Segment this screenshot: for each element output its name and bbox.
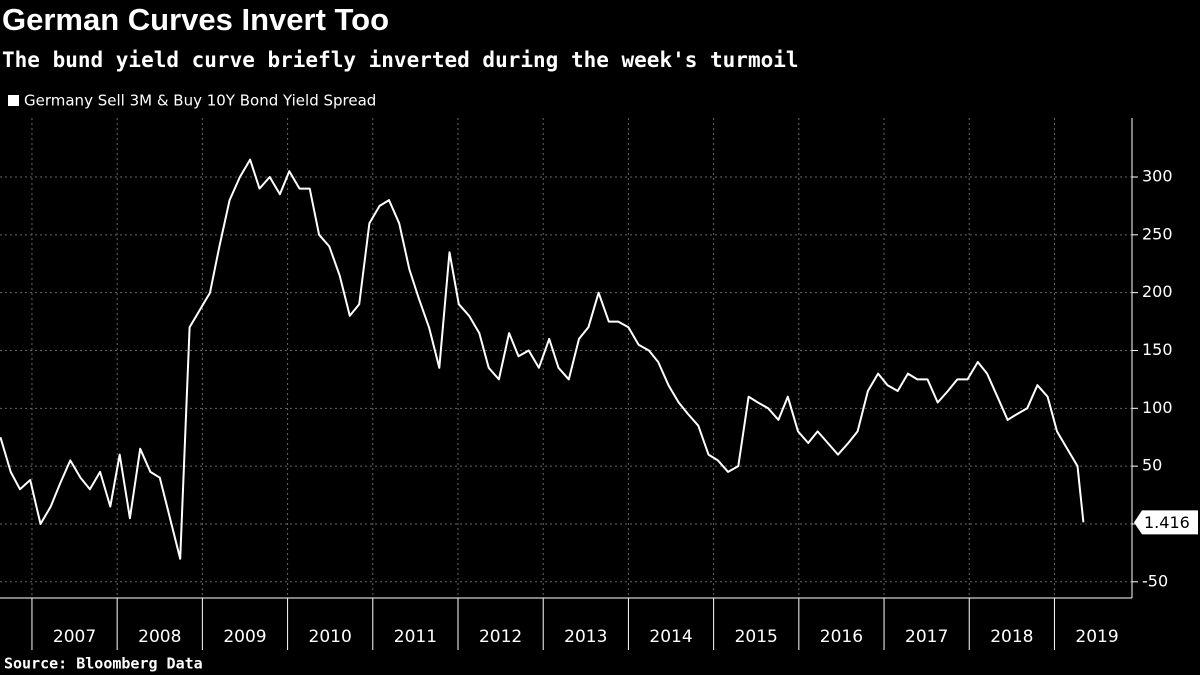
y-tick-label: -50 [1142, 571, 1168, 590]
x-tick-label: 2019 [1075, 627, 1118, 647]
x-tick-label: 2009 [223, 627, 266, 647]
y-tick-label: 150 [1142, 340, 1173, 359]
line-series [0, 158, 1085, 560]
source: Source: Bloomberg Data [4, 655, 203, 673]
x-tick-label: 2013 [564, 627, 607, 647]
x-tick-label: 2018 [990, 627, 1033, 647]
y-tick-label: 50 [1142, 456, 1162, 475]
x-tick-label: 2017 [905, 627, 948, 647]
x-tick-label: 2016 [820, 627, 863, 647]
last-value-box [1134, 510, 1198, 535]
x-tick-label: 2007 [53, 627, 96, 647]
y-tick-label: 250 [1142, 224, 1173, 243]
x-tick-label: 2014 [649, 627, 692, 647]
y-tick-label: 100 [1142, 398, 1173, 417]
legend-label: Germany Sell 3M & Buy 10Y Bond Yield Spr… [24, 92, 376, 110]
legend-swatch [8, 95, 19, 106]
x-tick-label: 2011 [394, 627, 437, 647]
x-tick-label: 2015 [735, 627, 778, 647]
chart-title: German Curves Invert Too [2, 2, 389, 37]
y-tick-label: 200 [1142, 282, 1173, 301]
x-tick-label: 2008 [138, 627, 181, 647]
last-value-label: 1.416 [1144, 513, 1190, 532]
chart-subtitle: The bund yield curve briefly inverted du… [2, 48, 799, 72]
x-tick-label: 2012 [479, 627, 522, 647]
y-tick-label: 300 [1142, 166, 1173, 185]
x-tick-label: 2010 [309, 627, 352, 647]
